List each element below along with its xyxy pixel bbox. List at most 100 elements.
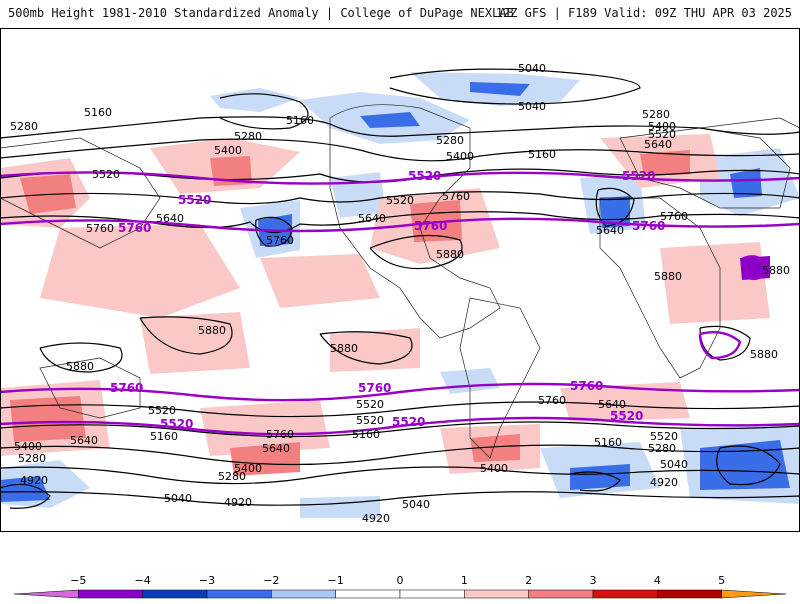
contour-label: 5280 bbox=[218, 470, 246, 483]
model-run-info: 12Z GFS | F189 Valid: 09Z THU APR 03 202… bbox=[495, 6, 792, 20]
purple-contour-label: 5760 bbox=[570, 379, 603, 393]
contour-label: 5520 bbox=[648, 128, 676, 141]
contour-label: 5640 bbox=[262, 442, 290, 455]
contour-label: 5520 bbox=[356, 414, 384, 427]
colorbar-segment bbox=[78, 589, 143, 599]
contour-label: 5400 bbox=[648, 120, 676, 133]
contour-label: 5880 bbox=[750, 348, 778, 361]
contour-label: 5520 bbox=[148, 404, 176, 417]
contour-label: 5520 bbox=[386, 194, 414, 207]
colorbar-tick-label: −2 bbox=[263, 574, 279, 587]
contour-label: 5040 bbox=[402, 498, 430, 511]
colorbar-tick-label: 1 bbox=[461, 574, 468, 587]
contour-label: 5280 bbox=[18, 452, 46, 465]
colorbar-segment bbox=[528, 589, 594, 599]
contour-label: 5760 bbox=[266, 428, 294, 441]
contour-label: 5040 bbox=[518, 62, 546, 75]
purple-contour-label: 5520 bbox=[178, 193, 211, 207]
contour-label: 5760 bbox=[442, 190, 470, 203]
colorbar-segment bbox=[13, 589, 79, 599]
contour-label: 5640 bbox=[70, 434, 98, 447]
contour-label: 5640 bbox=[596, 224, 624, 237]
colorbar-segment bbox=[721, 589, 787, 599]
contour-label: 5760 bbox=[86, 222, 114, 235]
contour-label: 5760 bbox=[660, 210, 688, 223]
contour-label: 5760 bbox=[266, 234, 294, 247]
purple-contour-label: 5760 bbox=[110, 381, 143, 395]
chart-title: 500mb Height 1981-2010 Standardized Anom… bbox=[8, 6, 514, 20]
contour-label: 5880 bbox=[66, 360, 94, 373]
anomaly-map: 5040 5160 5280 5280 5400 5160 5520 5640 … bbox=[0, 28, 800, 532]
purple-contour-label: 5760 bbox=[632, 219, 665, 233]
contour-label: 5160 bbox=[286, 114, 314, 127]
purple-contour-label: 5520 bbox=[622, 169, 655, 183]
colorbar-segment bbox=[657, 589, 722, 599]
colorbar-tick-label: 2 bbox=[525, 574, 532, 587]
contour-label: 5040 bbox=[164, 492, 192, 505]
colorbar-segment bbox=[271, 589, 336, 599]
contour-label: 5880 bbox=[198, 324, 226, 337]
black-contour-labels: 5040 5160 5280 5280 5400 5160 5520 5640 … bbox=[10, 62, 790, 525]
colorbar-tick-label: 0 bbox=[397, 574, 404, 587]
colorbar-segment bbox=[142, 589, 208, 599]
contour-label: 5640 bbox=[644, 138, 672, 151]
purple-highlight-contours bbox=[0, 171, 800, 436]
purple-contour-label: 5520 bbox=[160, 417, 193, 431]
colorbar: −5 −4 −3 −2 −1 0 1 2 3 4 5 bbox=[0, 570, 800, 600]
colorbar-segment bbox=[464, 589, 529, 599]
contour-label: 4920 bbox=[20, 474, 48, 487]
contour-label: 5160 bbox=[594, 436, 622, 449]
contour-label: 5040 bbox=[518, 100, 546, 113]
colorbar-tick-label: −1 bbox=[328, 574, 344, 587]
purple-contour-label: 5520 bbox=[610, 409, 643, 423]
purple-contour-label: 5520 bbox=[408, 169, 441, 183]
contour-label: 5400 bbox=[14, 440, 42, 453]
contour-label: 5160 bbox=[150, 430, 178, 443]
colorbar-tick-label: −5 bbox=[70, 574, 86, 587]
contour-label: 5520 bbox=[356, 398, 384, 411]
contour-label: 5880 bbox=[654, 270, 682, 283]
contour-label: 5760 bbox=[538, 394, 566, 407]
anomaly-shading bbox=[0, 72, 800, 518]
colorbar-segment bbox=[399, 589, 465, 599]
contour-label: 5640 bbox=[156, 212, 184, 225]
contour-label: 5280 bbox=[436, 134, 464, 147]
purple-contour-label: 5760 bbox=[358, 381, 391, 395]
contour-label: 4920 bbox=[362, 512, 390, 525]
colorbar-segment bbox=[206, 589, 272, 599]
contour-label: 5400 bbox=[214, 144, 242, 157]
purple-contour-label: 5760 bbox=[118, 221, 151, 235]
contour-label: 5640 bbox=[598, 398, 626, 411]
contour-label: 5880 bbox=[762, 264, 790, 277]
colorbar-tick-label: 5 bbox=[718, 574, 725, 587]
coastlines bbox=[0, 104, 800, 459]
contour-label: 5280 bbox=[648, 442, 676, 455]
contour-label: 5280 bbox=[642, 108, 670, 121]
colorbar-segment bbox=[592, 589, 658, 599]
colorbar-tick-label: −3 bbox=[199, 574, 215, 587]
purple-contour-label: 5760 bbox=[414, 219, 447, 233]
black-height-contours bbox=[0, 68, 800, 509]
contour-label: 5280 bbox=[10, 120, 38, 133]
contour-label: 5640 bbox=[358, 212, 386, 225]
contour-label: 4920 bbox=[224, 496, 252, 509]
contour-label: 5280 bbox=[234, 130, 262, 143]
contour-label: 5040 bbox=[660, 458, 688, 471]
colorbar-tick-label: −4 bbox=[135, 574, 151, 587]
contour-label: 5880 bbox=[436, 248, 464, 261]
purple-contour-labels: 5520 5760 5520 5760 5520 5760 5760 5760 … bbox=[110, 169, 665, 431]
contour-label: 5160 bbox=[528, 148, 556, 161]
purple-contour-label: 5520 bbox=[392, 415, 425, 429]
contour-label: 5880 bbox=[330, 342, 358, 355]
contour-label: 5520 bbox=[650, 430, 678, 443]
contour-label: 5400 bbox=[480, 462, 508, 475]
colorbar-tick-label: 4 bbox=[654, 574, 661, 587]
contour-label: 5400 bbox=[234, 462, 262, 475]
contour-label: 5400 bbox=[446, 150, 474, 163]
contour-label: 5160 bbox=[352, 428, 380, 441]
contour-label: 4920 bbox=[650, 476, 678, 489]
contour-label: 5520 bbox=[92, 168, 120, 181]
colorbar-segment bbox=[335, 589, 401, 599]
contour-label: 5160 bbox=[84, 106, 112, 119]
colorbar-tick-label: 3 bbox=[590, 574, 597, 587]
